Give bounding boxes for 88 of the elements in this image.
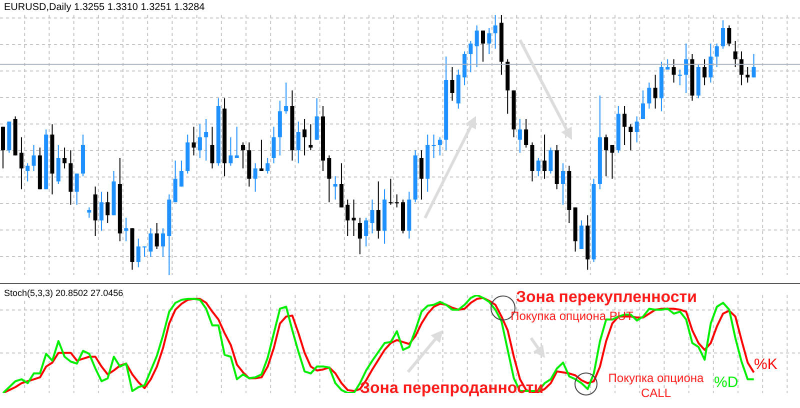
candlestick bbox=[32, 144, 36, 172]
candlestick bbox=[333, 176, 338, 200]
candlestick bbox=[604, 134, 608, 177]
candlestick bbox=[204, 118, 208, 162]
candlestick bbox=[653, 74, 658, 110]
candlestick bbox=[364, 217, 368, 247]
candlestick bbox=[266, 158, 270, 174]
annotation: Покупка опциона CALL bbox=[608, 371, 704, 400]
candlestick bbox=[579, 220, 584, 250]
candlestick bbox=[493, 15, 498, 50]
chart-title: Stoch(5,3,3) 20.8502 27.0456 bbox=[4, 288, 124, 298]
candlestick bbox=[376, 180, 380, 240]
candlestick bbox=[179, 160, 184, 188]
candlestick bbox=[524, 118, 528, 148]
candlestick bbox=[228, 136, 233, 166]
candlestick bbox=[272, 126, 276, 164]
candlestick bbox=[173, 160, 178, 203]
candlestick bbox=[74, 173, 79, 206]
candlestick bbox=[746, 66, 750, 84]
chart-title: EURUSD,Daily 1.3255 1.3310 1.3251 1.3284 bbox=[4, 2, 205, 13]
candlestick bbox=[124, 217, 128, 242]
candlestick bbox=[198, 124, 202, 158]
candlestick bbox=[314, 98, 319, 140]
candlestick bbox=[641, 90, 645, 120]
candlestick bbox=[370, 199, 374, 234]
candlestick bbox=[561, 162, 565, 206]
candlestick bbox=[106, 191, 110, 224]
candlestick bbox=[388, 178, 393, 206]
candlestick bbox=[727, 24, 732, 47]
candlestick bbox=[468, 40, 473, 73]
candlestick bbox=[733, 40, 738, 68]
candlestick bbox=[610, 144, 614, 180]
candlestick bbox=[450, 66, 454, 102]
candlestick bbox=[438, 136, 442, 156]
candlestick bbox=[327, 154, 332, 203]
candlestick bbox=[672, 58, 676, 84]
candlestick bbox=[339, 162, 344, 208]
annotation: Зона перекупленности bbox=[516, 288, 698, 308]
candlestick bbox=[148, 228, 153, 258]
candlestick bbox=[56, 144, 60, 184]
candlestick bbox=[714, 43, 719, 68]
candlestick bbox=[19, 136, 24, 190]
candlestick bbox=[358, 217, 362, 255]
candlestick bbox=[474, 24, 479, 68]
candlestick bbox=[234, 126, 239, 158]
candlestick bbox=[622, 106, 627, 146]
candlestick bbox=[241, 142, 245, 169]
candlestick bbox=[346, 199, 350, 236]
candlestick bbox=[352, 199, 356, 236]
candlestick bbox=[684, 43, 688, 94]
candlestick bbox=[419, 150, 424, 200]
candlestick bbox=[99, 191, 104, 232]
candlestick bbox=[192, 126, 196, 156]
series-label: %K bbox=[754, 356, 778, 373]
candlestick bbox=[721, 20, 725, 50]
candlestick bbox=[634, 116, 639, 143]
candlestick bbox=[62, 147, 67, 169]
candlestick bbox=[548, 147, 553, 174]
candlestick bbox=[284, 82, 288, 114]
series-label: %D bbox=[714, 374, 738, 391]
candlestick bbox=[161, 228, 165, 258]
candlestick bbox=[536, 158, 540, 177]
candlestick bbox=[296, 121, 300, 164]
candlestick bbox=[739, 50, 744, 86]
candlestick bbox=[542, 134, 547, 180]
candlestick bbox=[518, 118, 522, 154]
candlestick bbox=[259, 139, 264, 172]
candlestick bbox=[432, 134, 436, 158]
candlestick bbox=[308, 124, 313, 151]
candlestick bbox=[628, 124, 633, 151]
candlestick bbox=[253, 162, 258, 192]
candlestick bbox=[487, 28, 492, 54]
candlestick bbox=[752, 54, 756, 78]
candlestick bbox=[647, 82, 652, 110]
candlestick bbox=[26, 162, 30, 182]
candlestick bbox=[481, 30, 485, 62]
candlestick bbox=[302, 118, 307, 156]
candlestick bbox=[702, 58, 707, 86]
candlestick bbox=[136, 238, 140, 268]
candlestick bbox=[462, 50, 467, 86]
candlestick bbox=[708, 43, 713, 84]
candlestick bbox=[394, 194, 399, 208]
candlestick bbox=[142, 246, 147, 258]
candlestick bbox=[678, 69, 682, 86]
candlestick bbox=[210, 126, 214, 169]
candlestick bbox=[87, 206, 92, 218]
candlestick bbox=[1, 126, 5, 169]
candlestick bbox=[154, 222, 159, 250]
